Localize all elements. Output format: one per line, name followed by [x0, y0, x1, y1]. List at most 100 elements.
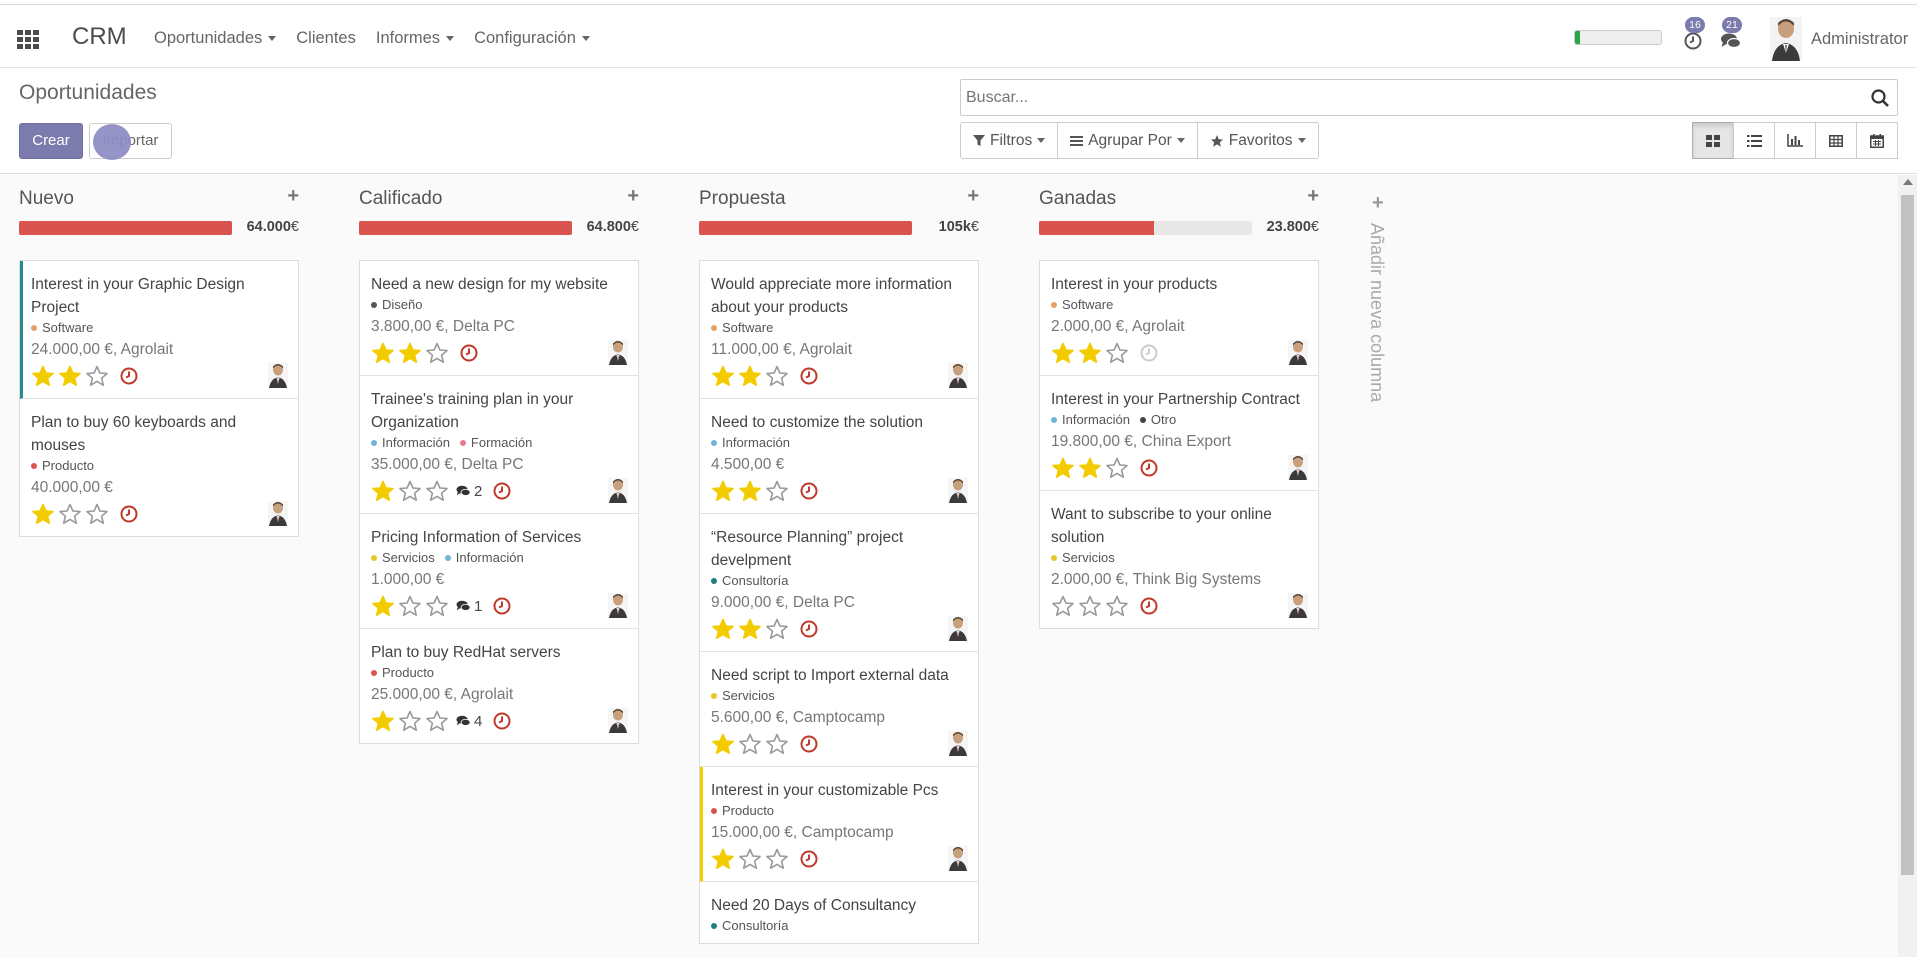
activity-clock-icon[interactable] — [799, 481, 819, 501]
star-empty-icon[interactable] — [738, 847, 762, 871]
activity-clock-icon[interactable] — [459, 343, 479, 363]
onboarding-progress[interactable] — [1574, 30, 1662, 45]
star-filled-icon[interactable] — [371, 709, 395, 733]
column-title[interactable]: Propuesta — [699, 188, 786, 209]
menu-informes[interactable]: Informes — [376, 29, 455, 48]
star-empty-icon[interactable] — [398, 709, 422, 733]
star-empty-icon[interactable] — [425, 594, 449, 618]
star-filled-icon[interactable] — [738, 617, 762, 641]
opportunity-card[interactable]: Interest in your Partnership Contract Inf… — [1040, 376, 1318, 491]
opportunity-card[interactable]: Need a new design for my website Diseño 3.… — [360, 261, 638, 376]
activity-clock-icon[interactable] — [492, 711, 512, 731]
apps-menu-icon[interactable] — [17, 30, 39, 49]
activity-clock-icon[interactable] — [1139, 458, 1159, 478]
star-filled-icon[interactable] — [58, 364, 82, 388]
opportunity-card[interactable]: Want to subscribe to your online solutio… — [1040, 491, 1318, 628]
column-progress-bar[interactable] — [19, 221, 232, 235]
column-progress-bar[interactable] — [1039, 221, 1252, 235]
kanban-view-button[interactable] — [1692, 122, 1734, 159]
star-empty-icon[interactable] — [425, 479, 449, 503]
star-empty-icon[interactable] — [765, 364, 789, 388]
star-filled-icon[interactable] — [371, 341, 395, 365]
star-filled-icon[interactable] — [711, 847, 735, 871]
star-filled-icon[interactable] — [711, 364, 735, 388]
menu-configuracion[interactable]: Configuración — [474, 29, 590, 48]
star-empty-icon[interactable] — [1105, 594, 1129, 618]
priority-stars[interactable] — [1051, 341, 1129, 365]
vertical-scrollbar[interactable] — [1898, 175, 1917, 957]
priority-stars[interactable] — [31, 364, 109, 388]
priority-stars[interactable] — [1051, 456, 1129, 480]
create-button[interactable]: Crear — [19, 123, 83, 159]
star-filled-icon[interactable] — [398, 341, 422, 365]
star-filled-icon[interactable] — [738, 479, 762, 503]
activity-clock-icon[interactable] — [1139, 596, 1159, 616]
user-name[interactable]: Administrator — [1811, 30, 1909, 48]
list-view-button[interactable] — [1733, 122, 1775, 159]
priority-stars[interactable] — [371, 479, 449, 503]
activity-clock-icon[interactable] — [119, 366, 139, 386]
opportunity-card[interactable]: Trainee's training plan in your Organiza… — [360, 376, 638, 514]
activity-clock-icon[interactable] — [492, 481, 512, 501]
star-empty-icon[interactable] — [398, 479, 422, 503]
opportunity-card[interactable]: Interest in your Graphic Design Project S… — [20, 261, 298, 399]
star-empty-icon[interactable] — [1105, 456, 1129, 480]
column-progress-bar[interactable] — [699, 221, 912, 235]
star-filled-icon[interactable] — [738, 364, 762, 388]
priority-stars[interactable] — [711, 617, 789, 641]
priority-stars[interactable] — [371, 341, 449, 365]
opportunity-card[interactable]: “Resource Planning” project develpment Co… — [700, 514, 978, 652]
scrollbar-thumb[interactable] — [1901, 195, 1914, 875]
priority-stars[interactable] — [371, 709, 449, 733]
star-filled-icon[interactable] — [711, 732, 735, 756]
star-empty-icon[interactable] — [85, 364, 109, 388]
star-filled-icon[interactable] — [1051, 456, 1075, 480]
star-empty-icon[interactable] — [1051, 594, 1075, 618]
priority-stars[interactable] — [711, 847, 789, 871]
opportunity-card[interactable]: Need to customize the solution Informació… — [700, 399, 978, 514]
priority-stars[interactable] — [371, 594, 449, 618]
graph-view-button[interactable] — [1774, 122, 1816, 159]
search-icon[interactable] — [1870, 88, 1890, 108]
column-title[interactable]: Nuevo — [19, 188, 74, 209]
activity-clock-icon[interactable] — [119, 504, 139, 524]
scroll-up-arrow-icon[interactable] — [1903, 179, 1913, 185]
star-empty-icon[interactable] — [425, 709, 449, 733]
opportunity-card[interactable]: Interest in your customizable Pcs Product… — [700, 767, 978, 882]
star-empty-icon[interactable] — [58, 502, 82, 526]
priority-stars[interactable] — [1051, 594, 1129, 618]
star-filled-icon[interactable] — [1051, 341, 1075, 365]
priority-stars[interactable] — [711, 479, 789, 503]
column-title[interactable]: Calificado — [359, 188, 443, 209]
activity-clock-icon[interactable] — [799, 619, 819, 639]
search-bar[interactable] — [960, 79, 1898, 116]
filters-button[interactable]: Filtros — [960, 122, 1059, 159]
favorites-button[interactable]: Favoritos — [1196, 122, 1319, 159]
star-empty-icon[interactable] — [765, 732, 789, 756]
quick-create-plus-icon[interactable]: + — [967, 185, 979, 207]
pivot-view-button[interactable] — [1815, 122, 1857, 159]
star-filled-icon[interactable] — [711, 617, 735, 641]
user-avatar[interactable] — [1770, 17, 1802, 61]
star-empty-icon[interactable] — [765, 479, 789, 503]
activity-clock-icon[interactable] — [799, 366, 819, 386]
opportunity-card[interactable]: Pricing Information of Services Servicios… — [360, 514, 638, 629]
star-empty-icon[interactable] — [398, 594, 422, 618]
priority-stars[interactable] — [711, 364, 789, 388]
opportunity-card[interactable]: Need script to Import external data Servi… — [700, 652, 978, 767]
app-brand[interactable]: CRM — [72, 23, 127, 50]
star-empty-icon[interactable] — [765, 617, 789, 641]
star-empty-icon[interactable] — [85, 502, 109, 526]
star-filled-icon[interactable] — [371, 479, 395, 503]
opportunity-card[interactable]: Plan to buy RedHat servers Producto 25.000… — [360, 629, 638, 743]
star-filled-icon[interactable] — [1078, 456, 1102, 480]
star-filled-icon[interactable] — [371, 594, 395, 618]
activity-clock-icon[interactable] — [799, 849, 819, 869]
messages-button[interactable]: 21 — [1720, 17, 1742, 51]
activity-clock-icon[interactable] — [1139, 343, 1159, 363]
priority-stars[interactable] — [31, 502, 109, 526]
activity-clock-icon[interactable] — [799, 734, 819, 754]
quick-create-plus-icon[interactable]: + — [1307, 185, 1319, 207]
menu-clientes[interactable]: Clientes — [296, 29, 356, 47]
activity-clock-icon[interactable] — [492, 596, 512, 616]
